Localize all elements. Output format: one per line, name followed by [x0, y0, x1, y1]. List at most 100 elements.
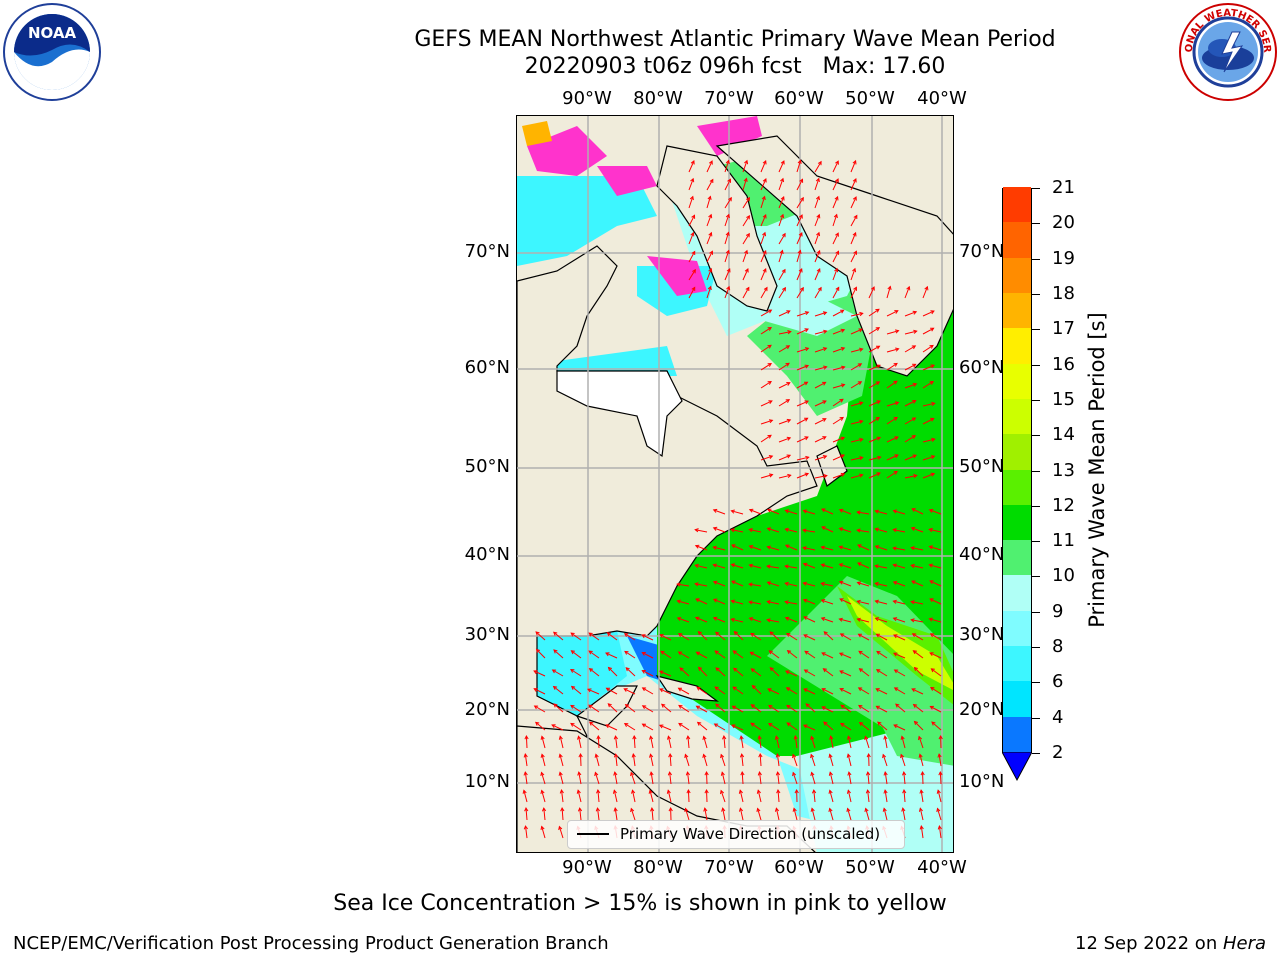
wave-arrow-head	[749, 651, 754, 656]
wave-arrow-head	[815, 177, 820, 183]
wave-arrow	[884, 790, 888, 803]
wave-arrow-head	[817, 160, 822, 166]
wave-arrow	[886, 380, 898, 389]
wave-arrow	[688, 269, 696, 281]
wave-arrow	[778, 196, 785, 209]
wave-arrow-head	[720, 753, 725, 759]
wave-arrow-head	[708, 267, 713, 273]
wave-arrow	[687, 736, 690, 749]
wave-arrow	[850, 420, 863, 425]
wave-arrow-head	[840, 436, 846, 441]
wave-arrow	[760, 400, 773, 407]
wave-arrow-head	[697, 666, 703, 671]
wave-arrow-head	[668, 752, 673, 758]
wave-arrow	[814, 455, 827, 461]
colorbar-tick-label: 4	[1052, 706, 1064, 728]
colorbar-tick-label: 16	[1052, 353, 1075, 375]
wave-arrow-head	[762, 268, 767, 273]
wave-arrow-head	[631, 789, 636, 794]
wave-arrow	[742, 197, 750, 209]
colorbar-tick-label: 18	[1052, 282, 1075, 304]
wave-arrow	[706, 160, 713, 173]
wave-arrow-head	[704, 770, 709, 776]
wave-arrow	[821, 688, 834, 695]
wave-arrow	[677, 617, 690, 623]
wave-arrow-head	[641, 705, 647, 710]
wave-arrow-head	[553, 649, 558, 654]
lon-label-bottom-80w: 80°W	[633, 857, 683, 878]
wave-arrow-head	[802, 546, 807, 551]
wave-arrow-head	[746, 196, 750, 202]
wave-arrow-head	[820, 563, 826, 568]
wave-arrow	[929, 652, 942, 659]
wave-arrow	[904, 475, 917, 479]
wave-arrow-head	[840, 309, 845, 314]
wave-arrow-head	[928, 508, 934, 513]
colorbar-tick-mark	[1032, 541, 1040, 543]
wave-arrow-head	[892, 528, 897, 533]
wave-arrow-head	[913, 720, 919, 726]
wave-arrow	[721, 772, 726, 785]
wave-arrow-head	[767, 363, 772, 367]
wave-arrow	[733, 667, 744, 677]
wave-arrow	[525, 807, 528, 821]
wave-arrow	[778, 331, 791, 335]
wave-arrow-head	[892, 509, 898, 514]
wave-arrow-head	[804, 364, 810, 369]
wave-arrow-head	[691, 250, 696, 255]
lon-label-top-60w: 60°W	[774, 88, 824, 109]
wave-arrow	[731, 544, 744, 551]
wave-arrow	[751, 668, 762, 677]
wave-arrow-head	[762, 160, 767, 165]
wave-arrow	[904, 363, 916, 371]
wave-arrow-head	[605, 652, 610, 657]
wave-arrow-head	[769, 666, 774, 672]
wave-arrow-head	[803, 724, 808, 729]
wave-arrow-head	[570, 685, 576, 690]
wave-arrow	[830, 736, 834, 749]
wave-arrow-head	[930, 455, 936, 460]
lon-label-bottom-70w: 70°W	[704, 857, 754, 878]
wave-arrow	[931, 668, 942, 677]
wave-arrow	[832, 454, 845, 461]
wave-arrow-head	[859, 311, 864, 317]
wave-arrow	[778, 474, 791, 479]
wave-arrow-head	[822, 347, 828, 352]
wave-arrow	[553, 703, 564, 713]
wave-arrow-head	[798, 268, 803, 273]
wave-arrow-head	[839, 416, 844, 421]
wave-arrow	[857, 562, 870, 569]
wave-arrow-head	[875, 633, 880, 638]
wave-arrow-head	[712, 545, 717, 550]
wave-arrow-head	[893, 669, 899, 674]
wave-arrow	[660, 650, 672, 659]
wave-arrow-head	[846, 753, 851, 758]
wave-arrow	[902, 808, 906, 821]
wave-arrow	[597, 789, 600, 803]
wave-arrow	[922, 771, 924, 785]
wave-arrow	[868, 400, 881, 407]
wave-arrow	[535, 722, 546, 731]
wave-arrow-head	[659, 670, 664, 675]
wave-arrow-head	[839, 670, 844, 675]
wave-arrow-head	[858, 668, 863, 673]
wave-arrow-head	[804, 328, 809, 333]
wave-arrow-head	[690, 177, 695, 183]
wave-arrow-head	[822, 400, 827, 405]
wave-arrow-head	[756, 807, 761, 813]
map-canvas	[517, 116, 953, 852]
wave-arrow	[839, 652, 852, 659]
wave-arrow-head	[838, 563, 844, 568]
colorbar-tick-mark	[1032, 435, 1040, 437]
wave-arrow	[760, 196, 766, 209]
wave-arrow-head	[748, 617, 754, 622]
lat-label-right-10n: 10°N	[959, 771, 1005, 792]
wave-arrow	[868, 472, 881, 479]
wave-arrow	[767, 581, 780, 587]
wave-arrow	[760, 344, 772, 353]
lon-label-bottom-90w: 90°W	[562, 857, 612, 878]
wave-arrow-head	[910, 618, 915, 623]
colorbar-tick-mark	[1032, 188, 1040, 189]
wave-arrow	[893, 617, 906, 623]
wave-arrow-head	[911, 417, 917, 422]
